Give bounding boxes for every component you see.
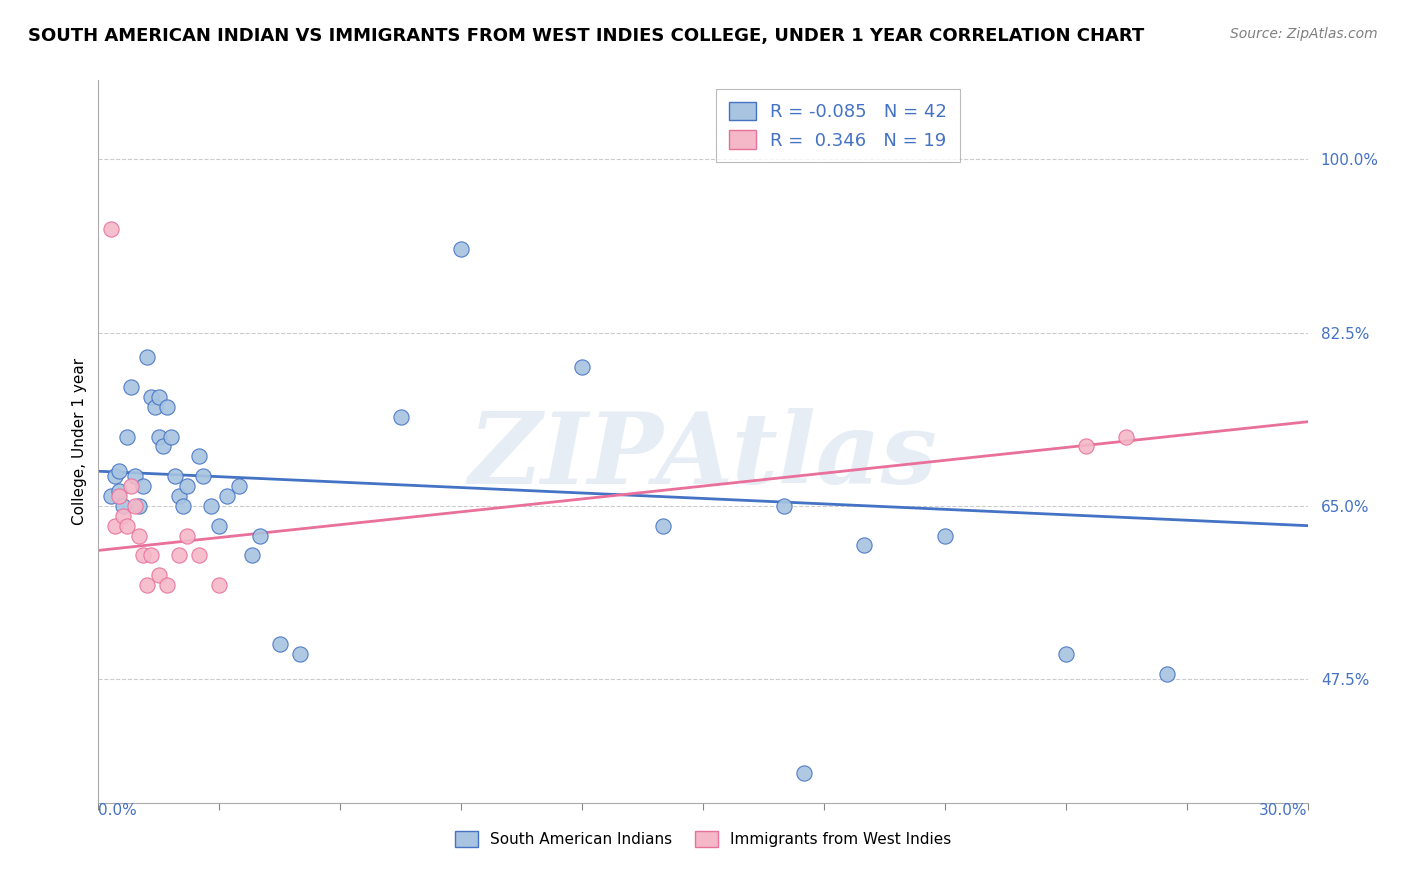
Point [269, 637, 291, 651]
Point [148, 429, 170, 443]
Point [188, 549, 211, 563]
Point [111, 508, 134, 523]
Point [115, 518, 138, 533]
Y-axis label: College, Under 1 year: College, Under 1 year [72, 358, 87, 525]
Point [240, 549, 263, 563]
Point [132, 549, 155, 563]
Point [100, 489, 122, 503]
Point [139, 549, 162, 563]
Point [288, 648, 311, 662]
Point [103, 518, 125, 533]
Point [160, 429, 183, 443]
Point [176, 528, 198, 542]
Text: SOUTH AMERICAN INDIAN VS IMMIGRANTS FROM WEST INDIES COLLEGE, UNDER 1 YEAR CORRE: SOUTH AMERICAN INDIAN VS IMMIGRANTS FROM… [28, 27, 1144, 45]
Point [128, 528, 150, 542]
Point [450, 242, 472, 256]
Point [111, 499, 134, 513]
Point [143, 400, 166, 414]
Text: ZIPAtlas: ZIPAtlas [468, 408, 938, 504]
Point [152, 440, 174, 454]
Point [853, 539, 876, 553]
Text: 30.0%: 30.0% [1260, 803, 1308, 818]
Point [217, 489, 239, 503]
Point [107, 464, 129, 478]
Point [132, 479, 155, 493]
Point [163, 469, 186, 483]
Point [228, 479, 250, 493]
Point [1054, 648, 1077, 662]
Point [249, 528, 271, 542]
Point [188, 450, 211, 464]
Point [103, 469, 125, 483]
Point [1074, 440, 1097, 454]
Text: Source: ZipAtlas.com: Source: ZipAtlas.com [1230, 27, 1378, 41]
Point [208, 518, 231, 533]
Point [128, 499, 150, 513]
Point [124, 499, 146, 513]
Text: 0.0%: 0.0% [98, 803, 138, 818]
Point [148, 568, 170, 582]
Point [389, 409, 412, 424]
Point [176, 479, 198, 493]
Point [107, 489, 129, 503]
Point [172, 499, 194, 513]
Point [135, 578, 157, 592]
Point [193, 469, 215, 483]
Point [120, 479, 142, 493]
Point [100, 221, 122, 235]
Legend: South American Indians, Immigrants from West Indies: South American Indians, Immigrants from … [449, 825, 957, 853]
Point [107, 483, 129, 498]
Point [167, 549, 190, 563]
Point [139, 390, 162, 404]
Point [124, 469, 146, 483]
Point [156, 578, 179, 592]
Point [1115, 429, 1137, 443]
Point [200, 499, 222, 513]
Point [135, 351, 157, 365]
Point [1156, 667, 1178, 681]
Point [148, 390, 170, 404]
Point [156, 400, 179, 414]
Point [167, 489, 190, 503]
Point [793, 766, 815, 780]
Point [651, 518, 673, 533]
Point [934, 528, 956, 542]
Point [208, 578, 231, 592]
Point [115, 429, 138, 443]
Point [120, 380, 142, 394]
Point [772, 499, 794, 513]
Point [571, 360, 593, 375]
